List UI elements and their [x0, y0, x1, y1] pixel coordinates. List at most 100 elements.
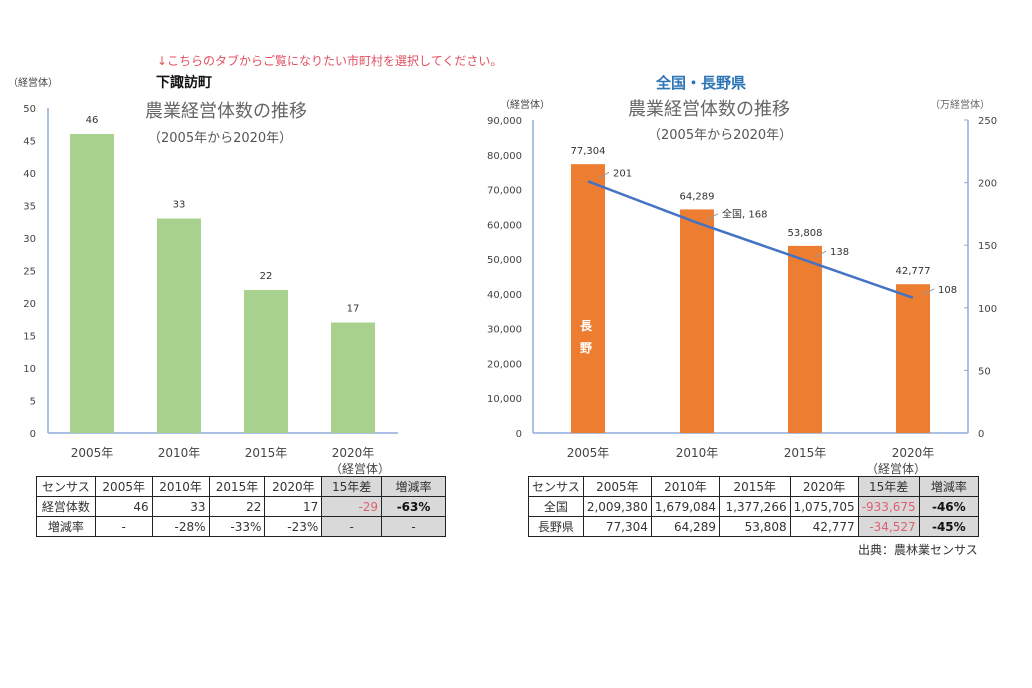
- left-chart-title: 農業経営体数の推移: [145, 101, 307, 122]
- right-y2-tick-label: 200: [978, 179, 997, 190]
- line-data-label: 201: [613, 168, 632, 179]
- left-bar-data-label: 17: [347, 304, 360, 315]
- table-cell: 増減率: [36, 516, 96, 537]
- right-y-tick-label: 0: [516, 429, 522, 440]
- left-y-tick-label: 30: [23, 234, 36, 245]
- table-cell: 2,009,380: [582, 496, 652, 517]
- left-chart-subtitle: （2005年から2020年）: [148, 131, 293, 146]
- instruction-note: ↓こちらのタブからご覧になりたい市町村を選択してください。: [157, 54, 503, 68]
- left-x-tick-label: 2020年: [332, 446, 375, 460]
- table-cell: -46%: [918, 496, 980, 517]
- line-data-label: 全国, 168: [722, 208, 767, 221]
- table-cell: 全国: [528, 496, 584, 517]
- table-row: 経営体数 46 33 22 17 -29 -63%: [36, 496, 446, 517]
- line-label-leader: [814, 250, 827, 258]
- right-y2-tick-label: 250: [978, 116, 997, 127]
- line-label-leader: [597, 171, 610, 179]
- left-x-tick-label: 2015年: [245, 446, 288, 460]
- left-bar-data-label: 22: [260, 271, 273, 282]
- table-cell: 53,808: [718, 516, 791, 537]
- table-cell: -29: [321, 496, 383, 517]
- table-cell: 2010年: [151, 476, 210, 497]
- table-cell: センサス: [36, 476, 96, 497]
- right-y2-tick-label: 0: [978, 429, 984, 440]
- table-cell: 2020年: [264, 476, 323, 497]
- table-cell: 増減率: [918, 476, 980, 497]
- right-y-tick-label: 60,000: [487, 220, 522, 231]
- right-bar: [680, 209, 714, 433]
- line-series-zenkoku: [587, 180, 914, 299]
- table-cell: 長野県: [528, 516, 584, 537]
- right-y-tick-label: 30,000: [487, 325, 522, 336]
- table-row: 増減率 - -28% -33% -23% - -: [36, 516, 446, 537]
- left-bar-data-label: 46: [86, 115, 99, 126]
- right-y-tick-label: 20,000: [487, 359, 522, 370]
- right-bar-data-label: 64,289: [680, 191, 715, 202]
- line-data-label: 108: [938, 285, 957, 296]
- right-bar-data-label: 42,777: [896, 266, 931, 277]
- left-y-axis-label: （経営体）: [8, 78, 58, 89]
- right-y-tick-label: 10,000: [487, 394, 522, 405]
- right-bar: [896, 284, 930, 433]
- right-y2-tick-label: 50: [978, 366, 991, 377]
- table-cell: 増減率: [381, 476, 446, 497]
- left-bar: [157, 218, 201, 433]
- left-y-tick-label: 50: [23, 104, 36, 115]
- right-x-tick-label: 2020年: [892, 446, 935, 460]
- table-cell: 1,075,705: [789, 496, 859, 517]
- left-region-title: 下諏訪町: [156, 75, 212, 91]
- table-cell: 1,679,084: [650, 496, 720, 517]
- right-x-tick-label: 2015年: [784, 446, 827, 460]
- left-y-tick-label: 15: [23, 332, 36, 343]
- table-row: 全国 2,009,380 1,679,084 1,377,266 1,075,705 -9…: [528, 496, 980, 517]
- table-cell: 77,304: [582, 516, 652, 537]
- table-cell: 64,289: [650, 516, 720, 537]
- right-bar-data-label: 77,304: [571, 146, 606, 157]
- right-y-tick-label: 40,000: [487, 290, 522, 301]
- table-row: センサス 2005年 2010年 2015年 2020年 15年差 増減率: [36, 476, 446, 497]
- left-bar-data-label: 33: [173, 200, 186, 211]
- left-y-tick-label: 10: [23, 364, 36, 375]
- table-cell: 2005年: [582, 476, 652, 497]
- right-bar: [571, 164, 605, 433]
- table-cell: -63%: [381, 496, 446, 517]
- table-cell: 2015年: [208, 476, 266, 497]
- left-y-tick-label: 25: [23, 267, 36, 278]
- left-y-tick-label: 5: [30, 397, 36, 408]
- table-row: 長野県 77,304 64,289 53,808 42,777 -34,527 -45%: [528, 516, 980, 537]
- table-cell: 42,777: [789, 516, 859, 537]
- left-x-tick-label: 2005年: [71, 446, 114, 460]
- right-data-table: センサス 2005年 2010年 2015年 2020年 15年差 増減率 全国 2,009,3…: [528, 476, 980, 537]
- right-x-tick-label: 2005年: [567, 446, 610, 460]
- table-cell: -: [321, 516, 383, 537]
- left-data-table: センサス 2005年 2010年 2015年 2020年 15年差 増減率 経営体数 46 33 2…: [36, 476, 446, 537]
- left-y-tick-label: 45: [23, 137, 36, 148]
- right-y2-tick-label: 100: [978, 304, 997, 315]
- table-cell: 33: [151, 496, 210, 517]
- left-x-unit: （経営体）: [330, 462, 391, 476]
- table-cell: -28%: [151, 516, 210, 537]
- right-y-tick-label: 90,000: [487, 116, 522, 127]
- table-row: センサス 2005年 2010年 2015年 2020年 15年差 増減率: [528, 476, 980, 497]
- right-chart-title: 農業経営体数の推移: [628, 99, 790, 120]
- line-data-label: 138: [830, 247, 849, 258]
- table-cell: 経営体数: [36, 496, 96, 517]
- right-bar-data-label: 53,808: [788, 228, 823, 239]
- table-cell: -45%: [918, 516, 980, 537]
- table-cell: 1,377,266: [718, 496, 791, 517]
- left-y-tick-label: 0: [30, 429, 36, 440]
- left-bar: [70, 134, 114, 433]
- table-cell: -34,527: [857, 516, 920, 537]
- table-cell: 17: [264, 496, 323, 517]
- table-cell: 2005年: [94, 476, 153, 497]
- line-label-leader: [922, 288, 935, 296]
- left-y-tick-label: 40: [23, 169, 36, 180]
- right-y-axis-label: （経営体）: [500, 100, 550, 111]
- table-cell: センサス: [528, 476, 584, 497]
- table-cell: 22: [208, 496, 266, 517]
- source-note: 出典：農林業センサス: [858, 543, 978, 557]
- table-cell: 2020年: [789, 476, 859, 497]
- bar-series-label: 長: [580, 318, 593, 333]
- table-cell: 15年差: [857, 476, 920, 497]
